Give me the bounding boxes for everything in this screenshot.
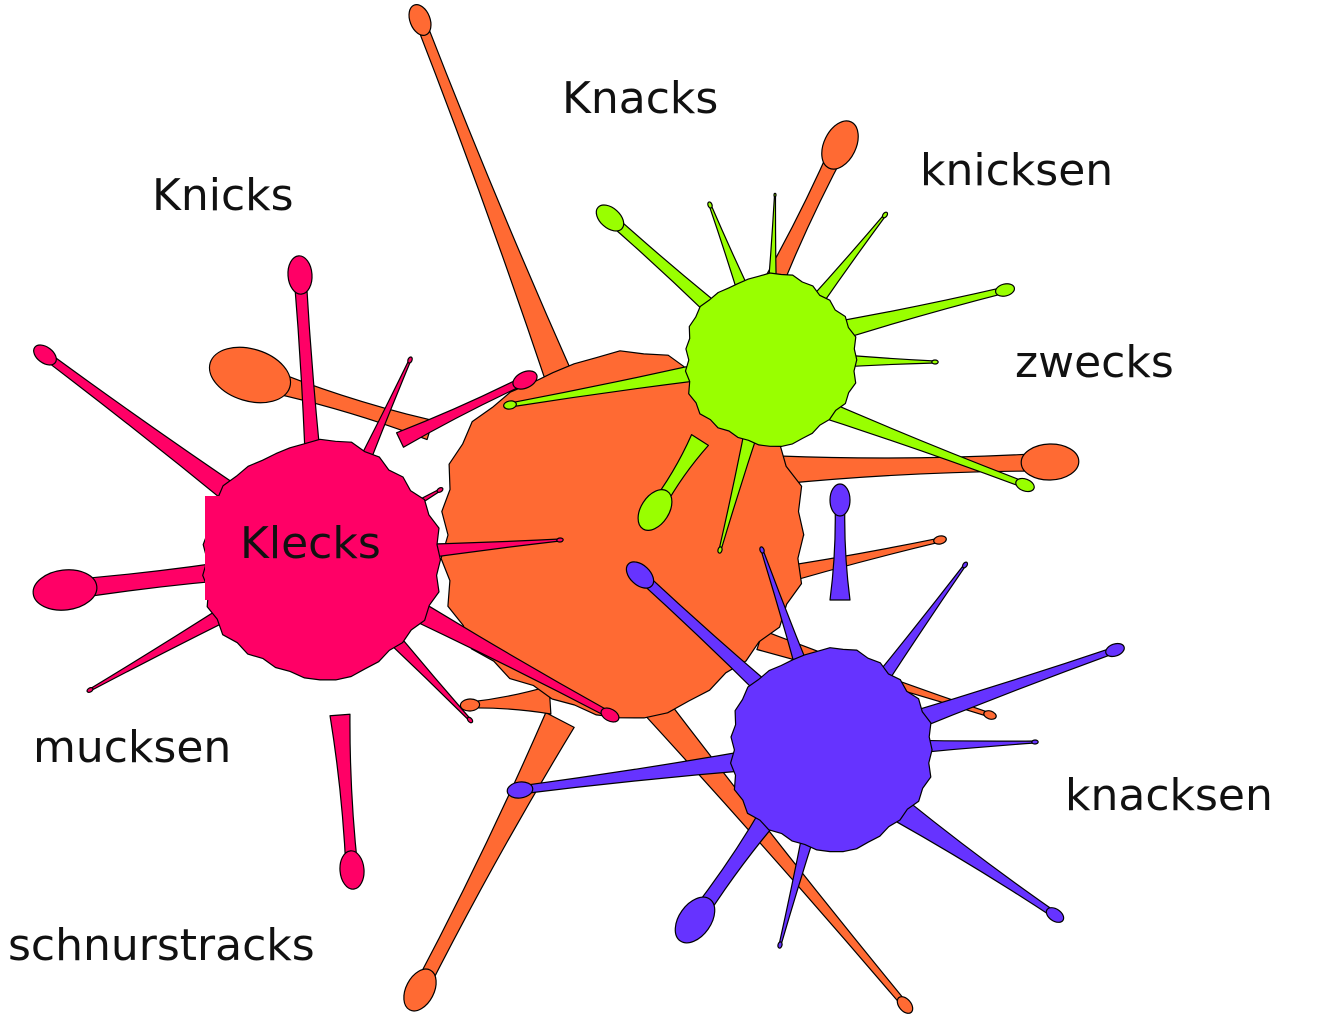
streak (470, 686, 551, 714)
streak (414, 713, 574, 994)
word: zwecks (1015, 337, 1174, 388)
drop (961, 561, 968, 569)
drop (436, 487, 444, 494)
blob-edge (205, 496, 245, 600)
word: Knacks (562, 73, 718, 124)
drop (31, 566, 99, 613)
word: Klecks (240, 518, 381, 569)
streak (330, 714, 358, 870)
drop (557, 538, 564, 543)
drop (203, 338, 298, 412)
word: mucksen (33, 722, 231, 773)
illustration: Knacks knicksen Knicks zwecks Klecks muc… (0, 0, 1325, 1017)
drop (777, 941, 782, 948)
drop (830, 484, 850, 516)
drop (933, 535, 947, 546)
drop (86, 687, 94, 694)
drop (881, 211, 888, 218)
drop (932, 360, 938, 364)
streak (893, 800, 1056, 917)
drop (983, 709, 998, 721)
word: Knicks (152, 170, 294, 221)
drop (287, 255, 314, 295)
streak (415, 18, 573, 385)
word: knicksen (920, 145, 1113, 196)
word: knacksen (1065, 770, 1273, 821)
drop (994, 282, 1015, 298)
drop (707, 201, 713, 208)
drop (1032, 740, 1039, 744)
drop (1021, 443, 1080, 481)
drop (407, 356, 413, 363)
drop (466, 716, 473, 723)
drop (774, 193, 776, 196)
word: schnurstracks (8, 920, 315, 971)
drop (339, 850, 366, 890)
